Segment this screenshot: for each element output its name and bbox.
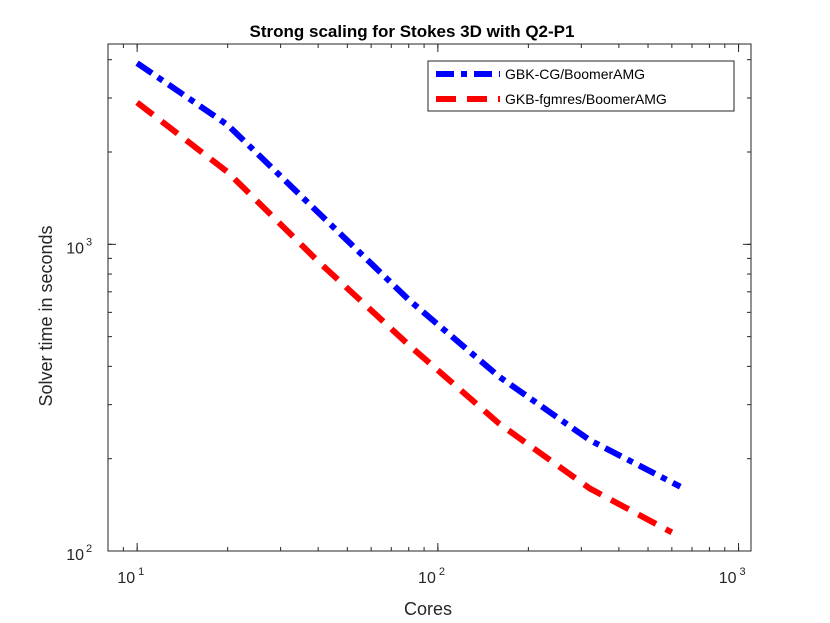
x-tick-label: 10 <box>117 570 135 587</box>
plot-area <box>107 43 752 552</box>
legend: GBK-CG/BoomerAMG GKB-fgmres/BoomerAMG <box>427 60 735 112</box>
chart-title: Strong scaling for Stokes 3D with Q2-P1 <box>250 22 575 41</box>
y-tick-label: 10 <box>66 547 84 564</box>
x-tick-label: 10 <box>719 570 737 587</box>
legend-label-gbk-cg: GBK-CG/BoomerAMG <box>505 66 645 82</box>
x-tick-exponent: 1 <box>138 566 144 578</box>
minor-ticks <box>107 44 751 552</box>
series-layer <box>135 60 682 536</box>
y-tick-label: 10 <box>66 240 84 257</box>
series-line-gkb-fgmres <box>135 100 674 536</box>
y-axis-label: Solver time in seconds <box>36 225 56 406</box>
y-tick-exponent: 2 <box>86 543 92 555</box>
x-tick-label: 10 <box>418 570 436 587</box>
x-tick-exponent: 3 <box>740 566 746 578</box>
legend-label-gkb-fgmres: GKB-fgmres/BoomerAMG <box>505 91 667 107</box>
x-tick-exponent: 2 <box>439 566 445 578</box>
x-axis-label: Cores <box>404 599 452 619</box>
major-ticks: 10 1 10 2 10 310 210 3 <box>66 44 751 587</box>
legend-box <box>427 60 735 112</box>
y-tick-exponent: 3 <box>86 236 92 248</box>
